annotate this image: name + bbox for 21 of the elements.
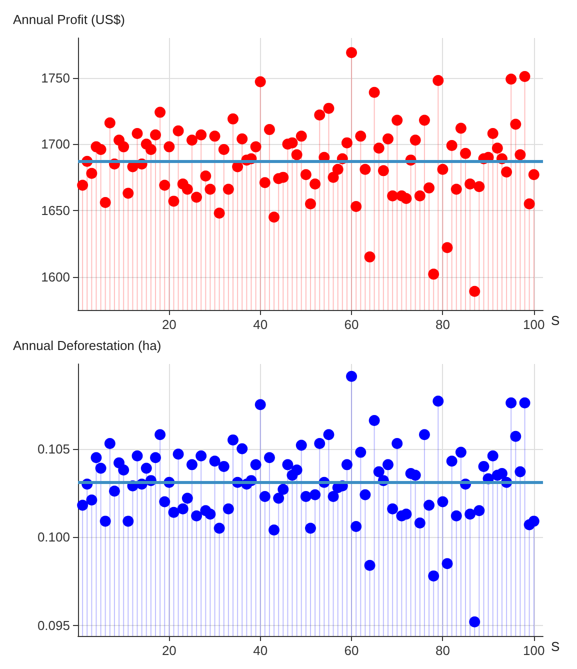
y-tick-label: 1750 [41, 70, 70, 86]
x-tick-label: 100 [523, 317, 545, 332]
x-tick-label: 40 [253, 643, 268, 658]
y-tick-label: 0.100 [37, 530, 70, 545]
x-tick-label: 80 [435, 317, 450, 332]
x-tick-label: 20 [162, 643, 176, 658]
x-axis-title: S [551, 313, 560, 328]
x-tick-label: 40 [253, 317, 268, 332]
x-axis-title: S [551, 639, 560, 654]
y-tick-label: 1700 [41, 136, 70, 152]
y-tick-label: 0.095 [37, 618, 70, 633]
x-tick-label: 60 [344, 643, 359, 658]
y-axis-title: Annual Profit (US$) [13, 12, 125, 27]
x-tick-label: 20 [162, 317, 176, 332]
y-axis-title: Annual Deforestation (ha) [13, 338, 162, 353]
y-tick-label: 1600 [41, 269, 70, 284]
y-tick-label: 1650 [41, 202, 70, 218]
x-tick-label: 80 [435, 643, 450, 658]
y-tick-label: 0.105 [37, 441, 70, 456]
x-tick-label: 100 [523, 643, 545, 658]
x-tick-label: 60 [344, 317, 359, 332]
